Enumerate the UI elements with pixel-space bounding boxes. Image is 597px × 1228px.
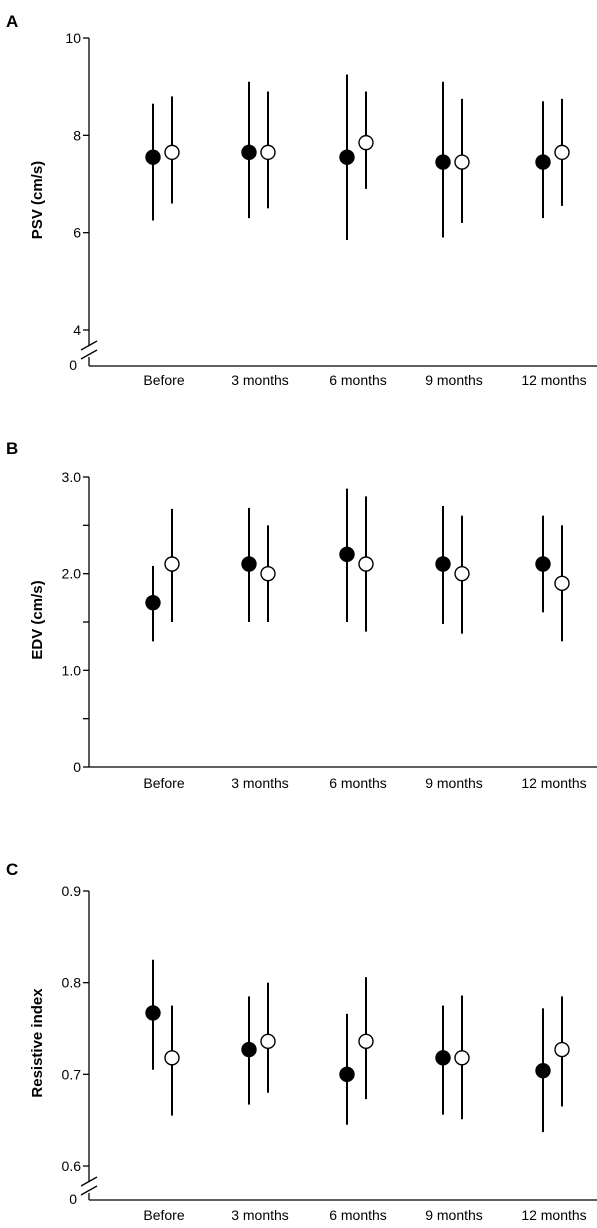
- marker-filled: [145, 1005, 161, 1021]
- marker-filled: [435, 556, 451, 572]
- marker-filled: [435, 1050, 451, 1066]
- marker-open: [454, 565, 470, 582]
- marker-open: [554, 575, 570, 592]
- marker-filled: [535, 154, 551, 170]
- marker-filled: [339, 546, 355, 563]
- marker-open: [358, 556, 374, 572]
- marker-filled: [241, 1041, 257, 1058]
- y-axis-title: Resistive index: [29, 988, 46, 1098]
- marker-open: [260, 1033, 276, 1050]
- marker-filled: [241, 144, 257, 161]
- x-category-label: 3 months: [231, 1207, 289, 1223]
- y-tick-label: 0.9: [62, 883, 82, 899]
- panel-letter-a: A: [6, 12, 18, 31]
- marker-open: [164, 1050, 180, 1066]
- x-category-label: 9 months: [425, 1207, 483, 1223]
- axis-break-mark: [80, 1185, 98, 1196]
- marker-filled: [145, 149, 161, 165]
- marker-open: [260, 144, 276, 161]
- marker-filled: [535, 1062, 551, 1079]
- y-tick-label: 2.0: [62, 566, 82, 582]
- marker-open: [554, 1041, 570, 1058]
- marker-open: [164, 144, 180, 161]
- marker-open: [260, 565, 276, 582]
- marker-open: [554, 144, 570, 161]
- marker-open: [358, 134, 374, 151]
- panel-letter-c: C: [6, 860, 18, 879]
- y-tick-label: 0: [73, 759, 81, 775]
- axis-break-mark: [80, 1176, 98, 1187]
- x-category-label: Before: [143, 1207, 184, 1223]
- x-category-label: 6 months: [329, 1207, 387, 1223]
- y-tick-label: 10: [65, 30, 81, 46]
- y-tick-label: 3.0: [62, 469, 82, 485]
- y-tick-label: 6: [73, 225, 81, 241]
- marker-filled: [339, 149, 355, 165]
- x-category-label: 6 months: [329, 372, 387, 388]
- y-tick-label: 4: [73, 322, 81, 338]
- marker-filled: [435, 154, 451, 170]
- y-tick-label: 0.7: [62, 1066, 82, 1082]
- y-zero-label: 0: [69, 1191, 77, 1207]
- marker-open: [454, 1050, 470, 1066]
- marker-open: [454, 154, 470, 170]
- axis-break-mark: [80, 340, 98, 351]
- x-category-label: 9 months: [425, 372, 483, 388]
- x-category-label: 12 months: [521, 775, 586, 791]
- x-category-label: 12 months: [521, 372, 586, 388]
- y-tick-label: 1.0: [62, 662, 82, 678]
- x-category-label: 6 months: [329, 775, 387, 791]
- x-category-label: Before: [143, 775, 184, 791]
- axis-break-mark: [80, 349, 98, 360]
- y-tick-label: 0.8: [62, 975, 82, 991]
- marker-open: [164, 556, 180, 572]
- panel-letter-b: B: [6, 439, 18, 458]
- x-category-label: 3 months: [231, 372, 289, 388]
- x-category-label: 12 months: [521, 1207, 586, 1223]
- marker-filled: [535, 556, 551, 572]
- x-category-label: Before: [143, 372, 184, 388]
- x-category-label: 9 months: [425, 775, 483, 791]
- y-zero-label: 0: [69, 357, 77, 373]
- marker-filled: [241, 556, 257, 572]
- x-category-label: 3 months: [231, 775, 289, 791]
- y-axis-title: EDV (cm/s): [29, 580, 46, 659]
- y-tick-label: 0.6: [62, 1158, 82, 1174]
- marker-filled: [339, 1066, 355, 1083]
- y-axis-title: PSV (cm/s): [29, 161, 46, 239]
- marker-filled: [145, 594, 161, 611]
- marker-open: [358, 1033, 374, 1050]
- y-tick-label: 8: [73, 127, 81, 143]
